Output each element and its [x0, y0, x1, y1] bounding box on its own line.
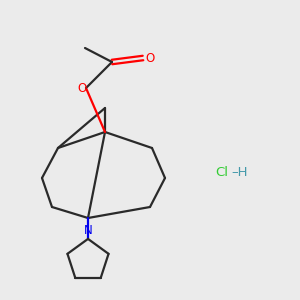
- Text: N: N: [84, 224, 92, 236]
- Text: –H: –H: [232, 167, 248, 179]
- Text: Cl: Cl: [215, 167, 228, 179]
- Text: O: O: [78, 82, 87, 94]
- Text: O: O: [145, 52, 154, 64]
